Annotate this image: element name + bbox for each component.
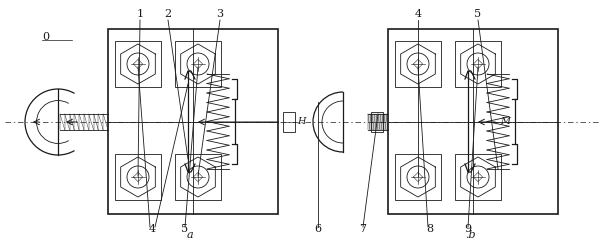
Bar (388, 29, 558, 214)
Text: 0: 0 (42, 32, 49, 42)
Bar (395, 41, 441, 87)
Bar (455, 154, 501, 200)
Bar (455, 41, 501, 87)
Bar (395, 154, 441, 200)
Bar (175, 154, 221, 200)
Bar (108, 29, 278, 214)
Bar (371, 112, 383, 132)
Text: 2: 2 (165, 9, 172, 19)
Bar (115, 41, 161, 87)
Text: M: M (500, 116, 510, 126)
Text: 5: 5 (182, 224, 189, 234)
Text: 9: 9 (465, 224, 471, 234)
Text: 3: 3 (217, 9, 224, 19)
Text: 5: 5 (474, 9, 482, 19)
Text: 7: 7 (359, 224, 367, 234)
Text: a: a (187, 230, 194, 240)
Text: 1: 1 (137, 9, 143, 19)
Bar (175, 41, 221, 87)
Text: 6: 6 (315, 224, 322, 234)
Text: 4: 4 (148, 224, 155, 234)
Bar (115, 154, 161, 200)
Text: H: H (297, 116, 306, 126)
Text: 4: 4 (414, 9, 422, 19)
Text: .b: .b (465, 230, 476, 240)
Bar (283, 112, 295, 132)
Text: 8: 8 (427, 224, 434, 234)
